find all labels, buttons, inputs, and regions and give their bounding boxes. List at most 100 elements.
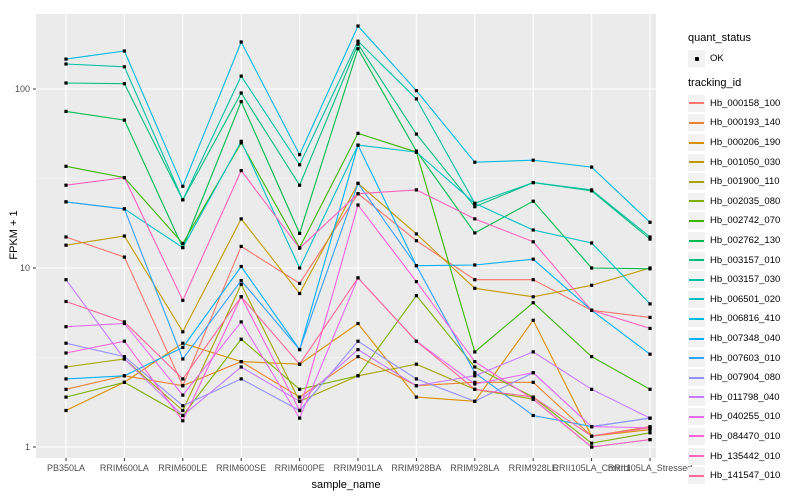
data-point [648, 438, 652, 442]
data-point [64, 365, 68, 369]
data-point [298, 387, 302, 391]
data-point [414, 232, 418, 236]
data-point [298, 281, 302, 285]
series-line-key-icon [688, 310, 705, 328]
data-point [648, 416, 652, 420]
data-point [64, 81, 68, 85]
data-point [356, 143, 360, 147]
data-point [531, 318, 535, 322]
x-tick-label: PB350LA [47, 463, 85, 473]
legend-quant-status-section: quant_status OK [688, 32, 800, 69]
data-point [648, 426, 652, 430]
legend-item-Hb_001900_110: Hb_001900_110 [688, 172, 800, 192]
data-point [122, 374, 126, 378]
data-point [414, 362, 418, 366]
data-point [239, 74, 243, 78]
data-point [298, 399, 302, 403]
data-point [531, 413, 535, 418]
legend-item-label: Hb_007348_040 [710, 333, 781, 345]
data-point [531, 228, 535, 232]
series-line-key-icon [688, 251, 705, 269]
data-point [122, 49, 126, 53]
data-point [181, 345, 185, 349]
data-point [356, 24, 360, 28]
data-point [239, 279, 243, 283]
data-point [414, 384, 418, 388]
legend-item-Hb_000206_190: Hb_000206_190 [688, 133, 800, 153]
legend-item-Hb_002762_130: Hb_002762_130 [688, 231, 800, 251]
data-point [239, 40, 243, 44]
data-point [122, 320, 126, 324]
series-line-key-icon [688, 290, 705, 308]
legend-item-Hb_001050_030: Hb_001050_030 [688, 152, 800, 172]
data-point [590, 355, 594, 359]
data-point [590, 434, 594, 438]
data-point [64, 183, 68, 187]
legend-item-label: Hb_001050_030 [710, 156, 781, 168]
y-axis-title: FPKM + 1 [8, 210, 20, 260]
legend-item-label: Hb_084470_010 [710, 430, 781, 442]
legend-item-Hb_000158_100: Hb_000158_100 [688, 94, 800, 114]
x-tick-label: RRIM600LE [158, 463, 207, 473]
data-point [181, 357, 185, 361]
legend-item-label: Hb_002762_130 [710, 235, 781, 247]
data-point [298, 348, 302, 352]
data-point [648, 431, 652, 435]
legend-item-label: Hb_040255_010 [710, 411, 781, 423]
data-point [239, 360, 243, 364]
series-line-key-icon [688, 369, 705, 387]
legend-item-Hb_006501_020: Hb_006501_020 [688, 290, 800, 310]
data-point [590, 441, 594, 445]
data-point [298, 163, 302, 167]
data-point [648, 220, 652, 224]
legend: quant_status OK tracking_id Hb_000158_10… [688, 26, 800, 485]
x-tick-label: RRIM928BA [391, 463, 441, 473]
y-tick-label: 10 [20, 263, 30, 273]
legend-item-label: Hb_006501_020 [710, 293, 781, 305]
data-point [122, 380, 126, 384]
data-point [64, 377, 68, 381]
data-point [473, 231, 477, 235]
data-point [181, 341, 185, 345]
data-point [473, 365, 477, 369]
data-point [531, 301, 535, 305]
data-point [64, 299, 68, 304]
data-point [473, 286, 477, 290]
legend-item-Hb_002742_070: Hb_002742_070 [688, 211, 800, 231]
data-point [239, 320, 243, 324]
data-point [473, 380, 477, 384]
data-point [531, 397, 535, 401]
legend-item-label: Hb_002035_080 [710, 195, 781, 207]
data-point [648, 302, 652, 306]
data-point [181, 393, 185, 397]
legend-item-label: OK [710, 53, 724, 65]
data-point [414, 239, 418, 243]
data-point [122, 357, 126, 361]
data-point [648, 428, 652, 432]
data-point [239, 264, 243, 269]
data-point [648, 326, 652, 330]
data-point [64, 62, 68, 66]
series-line-key-icon [688, 153, 705, 171]
data-point [531, 395, 535, 399]
x-tick-label: RRII105LA_Control [553, 463, 631, 473]
data-point [473, 278, 477, 282]
data-point [181, 198, 185, 202]
data-point [122, 255, 126, 259]
series-line-key-icon [688, 271, 705, 289]
series-line-key-icon [688, 192, 705, 210]
legend-item-Hb_011798_040: Hb_011798_040 [688, 388, 800, 408]
data-point [356, 39, 360, 43]
data-point [648, 267, 652, 271]
data-point [239, 377, 243, 381]
data-point [64, 325, 68, 329]
legend-item-Hb_006816_410: Hb_006816_410 [688, 309, 800, 329]
data-point [356, 374, 360, 378]
data-point [356, 47, 360, 51]
data-point [473, 160, 477, 164]
data-point [356, 355, 360, 359]
legend-item-label: Hb_000193_140 [710, 117, 781, 129]
data-point [298, 362, 302, 366]
data-point [356, 321, 360, 326]
